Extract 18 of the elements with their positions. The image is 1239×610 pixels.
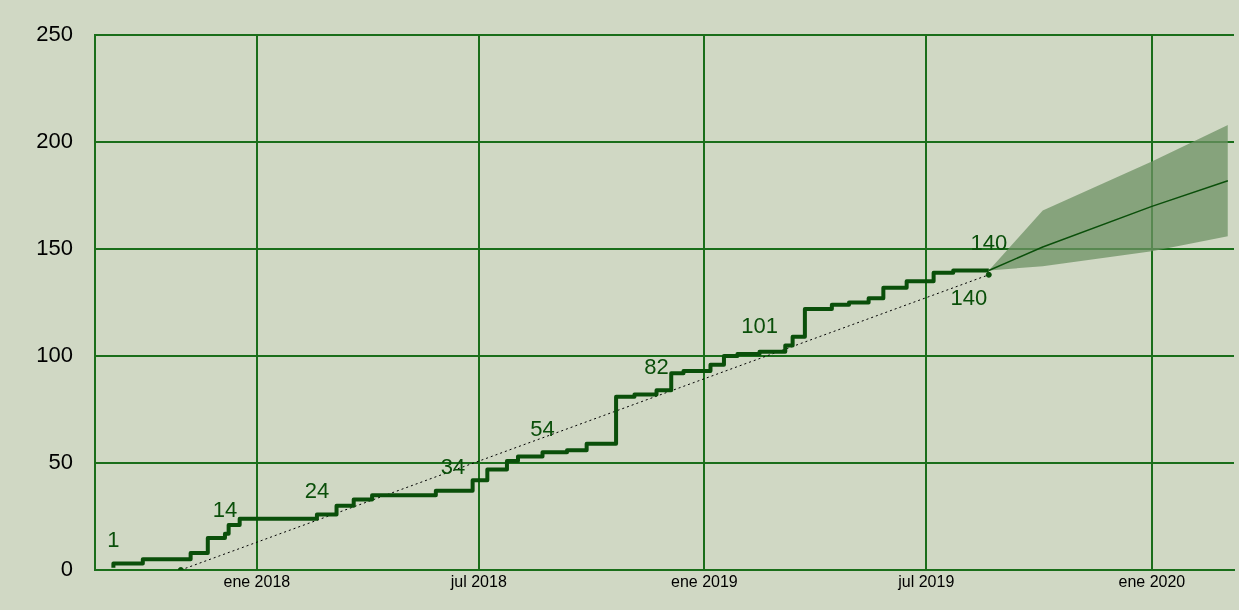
annotation: 14 bbox=[212, 496, 238, 522]
x-tick-label: ene 2020 bbox=[1118, 573, 1186, 591]
x-tick-label: ene 2018 bbox=[223, 573, 291, 591]
annotation: 82 bbox=[644, 353, 669, 379]
annotation: 24 bbox=[304, 477, 330, 503]
y-tick-label: 200 bbox=[36, 128, 73, 154]
y-tick-label: 0 bbox=[60, 556, 73, 582]
annotation: 54 bbox=[530, 415, 555, 441]
x-tick-label: ene 2019 bbox=[670, 573, 738, 591]
y-tick-label: 50 bbox=[48, 449, 73, 475]
y-tick-label: 150 bbox=[36, 235, 73, 261]
y-tick-label: 100 bbox=[36, 342, 73, 368]
y-tick-label: 250 bbox=[36, 21, 73, 47]
annotation: 101 bbox=[741, 313, 778, 338]
annotation: 140 bbox=[950, 284, 988, 310]
x-tick-label: jul 2019 bbox=[897, 573, 955, 591]
annotation: 1 bbox=[107, 526, 120, 552]
x-tick-label: jul 2018 bbox=[449, 573, 507, 591]
